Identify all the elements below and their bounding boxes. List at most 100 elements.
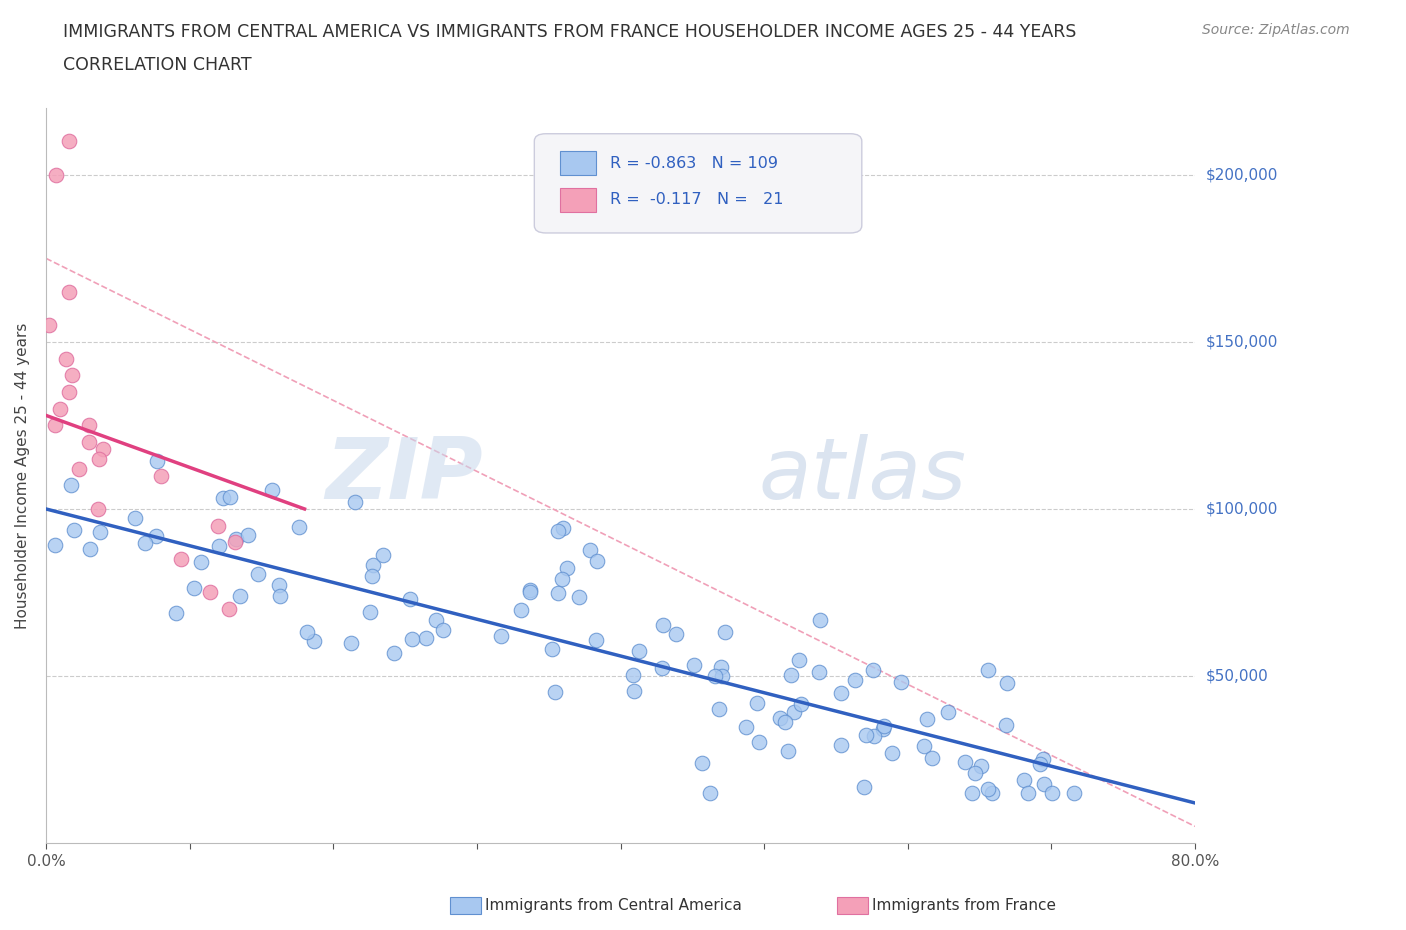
Point bbox=[519, 585, 541, 600]
Point bbox=[830, 685, 852, 700]
Text: R =  -0.117   N =   21: R = -0.117 N = 21 bbox=[610, 193, 783, 207]
Point bbox=[58, 385, 80, 400]
Point bbox=[49, 401, 72, 416]
Point bbox=[963, 765, 986, 780]
Point bbox=[339, 636, 361, 651]
Point bbox=[401, 631, 423, 646]
Point bbox=[748, 735, 770, 750]
Point bbox=[890, 674, 912, 689]
Point bbox=[1063, 786, 1085, 801]
Point bbox=[190, 555, 212, 570]
Point bbox=[398, 591, 420, 606]
Point bbox=[79, 434, 101, 449]
Text: Immigrants from Central America: Immigrants from Central America bbox=[485, 898, 742, 913]
Text: $200,000: $200,000 bbox=[1206, 167, 1278, 182]
Point bbox=[359, 604, 381, 619]
Point bbox=[921, 751, 943, 765]
Point bbox=[882, 746, 904, 761]
Point bbox=[547, 523, 569, 538]
Point bbox=[830, 737, 852, 752]
Point bbox=[60, 368, 83, 383]
Point bbox=[555, 560, 578, 575]
Point bbox=[707, 701, 730, 716]
Point bbox=[543, 684, 565, 699]
Point bbox=[183, 581, 205, 596]
Point bbox=[745, 696, 768, 711]
Point bbox=[789, 697, 811, 711]
Point bbox=[862, 728, 884, 743]
Point bbox=[262, 483, 284, 498]
Point bbox=[780, 668, 803, 683]
Point bbox=[995, 675, 1018, 690]
Point bbox=[269, 589, 291, 604]
Point bbox=[224, 535, 246, 550]
Point bbox=[621, 668, 644, 683]
Point bbox=[628, 644, 651, 658]
Point bbox=[710, 668, 733, 683]
Point bbox=[1017, 786, 1039, 801]
Point bbox=[45, 167, 67, 182]
Point bbox=[60, 477, 83, 492]
Point bbox=[425, 613, 447, 628]
Point bbox=[170, 551, 193, 566]
Point bbox=[936, 705, 959, 720]
Point bbox=[382, 646, 405, 661]
Point bbox=[699, 786, 721, 801]
Point bbox=[288, 520, 311, 535]
Point bbox=[510, 603, 533, 618]
Point bbox=[547, 586, 569, 601]
Point bbox=[912, 738, 935, 753]
Point bbox=[229, 588, 252, 603]
Text: R = -0.863   N = 109: R = -0.863 N = 109 bbox=[610, 155, 778, 170]
Point bbox=[651, 618, 673, 632]
Point bbox=[981, 786, 1004, 801]
Point bbox=[550, 571, 572, 586]
Point bbox=[714, 625, 737, 640]
Point bbox=[855, 728, 877, 743]
Text: Immigrants from France: Immigrants from France bbox=[872, 898, 1056, 913]
Point bbox=[225, 532, 247, 547]
Point bbox=[844, 672, 866, 687]
Text: atlas: atlas bbox=[758, 434, 966, 517]
Point bbox=[541, 642, 564, 657]
Point bbox=[862, 663, 884, 678]
Text: ZIP: ZIP bbox=[325, 434, 482, 517]
Point bbox=[295, 624, 318, 639]
Point bbox=[917, 711, 939, 726]
Point bbox=[1012, 773, 1035, 788]
Point bbox=[953, 755, 976, 770]
Point bbox=[79, 541, 101, 556]
Point bbox=[783, 705, 806, 720]
Text: $50,000: $50,000 bbox=[1206, 669, 1268, 684]
Point bbox=[773, 714, 796, 729]
Point bbox=[302, 633, 325, 648]
Point bbox=[89, 525, 111, 539]
Point bbox=[62, 523, 84, 538]
Point bbox=[969, 758, 991, 773]
Point bbox=[704, 669, 727, 684]
Point bbox=[149, 468, 172, 483]
Point bbox=[246, 567, 269, 582]
Text: $150,000: $150,000 bbox=[1206, 335, 1278, 350]
Point bbox=[211, 490, 233, 505]
Point bbox=[977, 782, 1000, 797]
Point bbox=[55, 352, 77, 366]
Point bbox=[735, 720, 758, 735]
Point bbox=[585, 633, 607, 648]
Point bbox=[651, 661, 673, 676]
Point bbox=[787, 653, 810, 668]
Point bbox=[58, 134, 80, 149]
Point bbox=[91, 442, 114, 457]
Point bbox=[124, 511, 146, 525]
Point bbox=[683, 658, 706, 672]
Point bbox=[146, 454, 169, 469]
Point bbox=[415, 631, 437, 645]
Point bbox=[343, 495, 366, 510]
Point bbox=[38, 318, 60, 333]
Y-axis label: Householder Income Ages 25 - 44 years: Householder Income Ages 25 - 44 years bbox=[15, 323, 30, 629]
Point bbox=[58, 285, 80, 299]
Point bbox=[489, 629, 512, 644]
Text: Source: ZipAtlas.com: Source: ZipAtlas.com bbox=[1202, 23, 1350, 37]
Point bbox=[1042, 786, 1064, 801]
Point bbox=[208, 539, 231, 554]
